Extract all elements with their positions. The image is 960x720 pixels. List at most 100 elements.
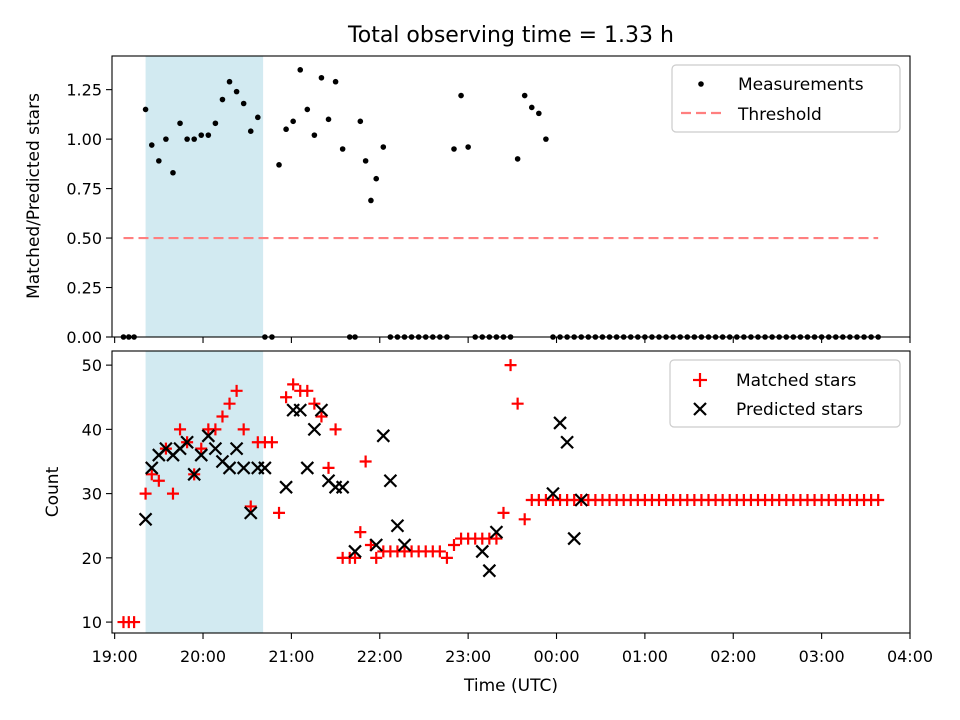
top-y-axis-label: Matched/Predicted stars: [24, 93, 44, 299]
matched-star-point: [209, 423, 222, 436]
x-tick-label: 01:00: [622, 647, 668, 666]
legend-measurements-marker: [698, 81, 704, 87]
predicted-star-point: [489, 525, 504, 539]
chart-title: Total observing time = 1.33 h: [347, 23, 674, 48]
matched-star-point: [511, 397, 524, 410]
legend-predicted-label: Predicted stars: [736, 400, 863, 420]
measurement-point: [357, 118, 364, 125]
x-tick-label: 04:00: [887, 647, 933, 666]
predicted-star-point: [243, 506, 258, 520]
measurement-point: [325, 116, 332, 123]
predicted-star-point: [560, 435, 574, 449]
measurement-point: [191, 136, 197, 142]
predicted-star-point: [293, 403, 308, 417]
measurement-point: [514, 156, 521, 162]
matched-star-point: [139, 487, 152, 500]
matched-star-point: [349, 551, 362, 564]
measurement-point: [276, 162, 282, 168]
matched-star-point: [329, 423, 342, 436]
x-tick-label: 02:00: [710, 647, 756, 666]
matched-star-point: [273, 506, 286, 519]
legend-matched-marker: [693, 373, 707, 387]
matched-star-point: [166, 487, 179, 500]
matched-star-point: [872, 494, 885, 507]
measurement-point: [219, 96, 226, 103]
predicted-star-point: [376, 429, 391, 443]
predicted-star-point: [314, 403, 329, 417]
x-tick-label: 23:00: [445, 647, 491, 666]
x-tick-label: 19:00: [92, 647, 138, 666]
matched-star-point: [223, 397, 236, 410]
measurement-point: [451, 146, 457, 152]
measurement-point: [205, 132, 212, 138]
measurement-point: [304, 106, 311, 113]
predicted-star-point: [482, 563, 497, 578]
predicted-star-point: [138, 512, 153, 527]
x-tick-label: 22:00: [357, 647, 403, 666]
measurement-point: [543, 136, 549, 142]
predicted-star-point: [194, 448, 209, 462]
measurement-point: [142, 106, 149, 113]
top-shaded-region: [145, 56, 264, 337]
measurement-point: [318, 74, 325, 81]
predicted-star-point: [348, 544, 362, 559]
x-axis-label: Time (UTC): [463, 676, 558, 696]
predicted-star-point: [300, 461, 315, 475]
measurement-point: [156, 158, 162, 164]
matched-star-point: [265, 436, 278, 449]
x-tick-label: 00:00: [533, 647, 579, 666]
matched-star-point: [145, 468, 158, 481]
bottom-y-tick-label: 10: [82, 613, 102, 632]
top-y-tick-label: 0.00: [66, 328, 102, 347]
legend-predicted-marker: [693, 402, 707, 416]
bottom-legend: Matched stars Predicted stars: [669, 359, 901, 428]
matched-star-point: [128, 616, 141, 629]
matched-star-point: [152, 474, 165, 487]
top-y-tick-label: 0.25: [66, 279, 102, 298]
bottom-y-tick-label: 20: [82, 549, 102, 568]
predicted-star-point: [236, 461, 251, 475]
bottom-shaded-region: [145, 351, 264, 633]
predicted-star-point: [574, 493, 589, 507]
top-axes-frame: [111, 55, 911, 338]
predicted-star-point: [567, 531, 581, 546]
x-tick-label: 03:00: [799, 647, 845, 666]
measurement-point: [290, 118, 296, 125]
measurement-point: [297, 67, 304, 73]
matched-star-point: [230, 384, 243, 397]
predicted-star-point: [180, 435, 194, 449]
predicted-star-point: [208, 441, 223, 456]
measurement-point: [311, 132, 318, 138]
measurement-point: [233, 88, 240, 95]
measurement-point: [163, 136, 169, 142]
measurement-point: [458, 92, 464, 99]
predicted-star-point: [369, 538, 384, 552]
matched-star-point: [440, 551, 453, 564]
measurement-point: [184, 136, 190, 142]
measurement-point: [380, 144, 387, 150]
predicted-star-point: [279, 480, 293, 494]
matched-star-point: [433, 545, 446, 558]
top-panel: 0.00 0.25 0.50 0.75 1.00 1.25 Matched/Predict…: [24, 55, 911, 347]
bottom-legend-box: [669, 359, 901, 428]
predicted-star-point: [475, 544, 490, 559]
measurement-point: [528, 104, 535, 111]
matched-star-point: [237, 423, 250, 436]
top-y-tick-label: 0.50: [66, 229, 102, 248]
top-legend: Measurements Threshold: [671, 64, 901, 133]
legend-matched-label: Matched stars: [736, 371, 856, 391]
matched-star-point: [490, 532, 503, 545]
predicted-star-point: [144, 461, 159, 475]
measurement-point: [170, 169, 176, 176]
predicted-star-point: [201, 429, 216, 443]
matched-star-point: [354, 526, 367, 539]
measurement-point: [177, 120, 183, 127]
predicted-star-point: [187, 467, 201, 482]
measurement-point: [362, 158, 369, 164]
x-tick-label: 21:00: [268, 647, 314, 666]
measurement-point: [198, 132, 205, 138]
matched-star-point: [174, 423, 187, 436]
top-y-tick-label: 0.75: [66, 180, 102, 199]
matched-star-point: [280, 391, 293, 404]
